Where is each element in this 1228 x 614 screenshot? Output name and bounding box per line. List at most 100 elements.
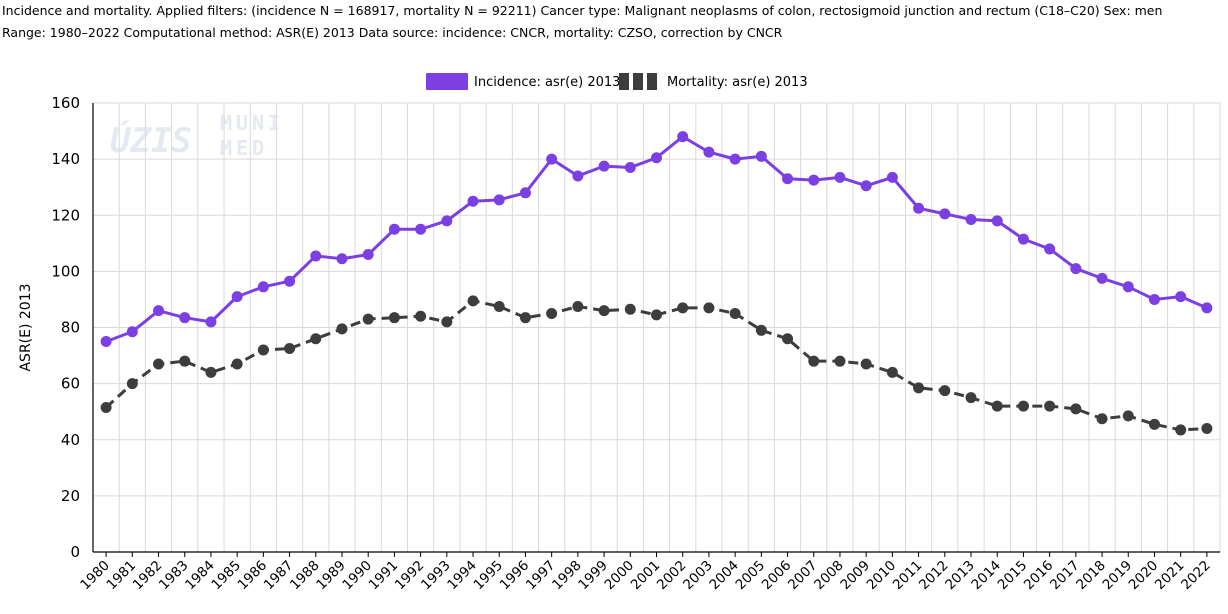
incidence-point[interactable] <box>257 281 269 293</box>
mortality-point[interactable] <box>651 309 662 321</box>
mortality-point[interactable] <box>231 358 243 370</box>
incidence-point[interactable] <box>808 174 820 186</box>
incidence-point[interactable] <box>336 253 348 265</box>
mortality-point[interactable] <box>519 312 531 324</box>
mortality-point[interactable] <box>179 355 191 367</box>
incidence-point[interactable] <box>1096 272 1108 284</box>
incidence-point[interactable] <box>1122 281 1134 293</box>
incidence-point[interactable] <box>126 326 138 338</box>
legend-label: Incidence: asr(e) 2013 <box>474 75 620 90</box>
legend-swatch <box>426 73 468 90</box>
incidence-point[interactable] <box>310 250 322 262</box>
incidence-point[interactable] <box>153 305 165 317</box>
mortality-point[interactable] <box>415 310 427 322</box>
mortality-point[interactable] <box>913 382 925 394</box>
mortality-point[interactable] <box>467 295 479 307</box>
incidence-point[interactable] <box>755 150 767 162</box>
mortality-point[interactable] <box>441 316 453 328</box>
mortality-point[interactable] <box>493 300 505 312</box>
mortality-point[interactable] <box>1201 423 1213 435</box>
mortality-point[interactable] <box>546 307 558 319</box>
series-mortality[interactable] <box>100 295 1213 436</box>
mortality-point[interactable] <box>834 355 846 367</box>
incidence-point[interactable] <box>546 153 558 165</box>
mortality-point[interactable] <box>677 302 689 314</box>
legend[interactable]: Incidence: asr(e) 2013 Mortality: asr(e) … <box>426 73 808 90</box>
incidence-point[interactable] <box>782 173 794 185</box>
incidence-point[interactable] <box>834 171 846 183</box>
mortality-point[interactable] <box>1122 410 1134 422</box>
mortality-point[interactable] <box>755 324 767 336</box>
incidence-point[interactable] <box>729 153 741 165</box>
incidence-point[interactable] <box>415 223 427 235</box>
incidence-point[interactable] <box>1175 291 1187 303</box>
series-incidence[interactable] <box>100 131 1213 348</box>
mortality-point[interactable] <box>257 344 269 356</box>
incidence-point[interactable] <box>991 215 1003 227</box>
incidence-point[interactable] <box>860 180 872 192</box>
mortality-point[interactable] <box>336 323 348 335</box>
incidence-point[interactable] <box>284 275 296 287</box>
mortality-point[interactable] <box>153 358 165 370</box>
incidence-point[interactable] <box>1148 293 1160 305</box>
mortality-point[interactable] <box>598 305 610 317</box>
incidence-point[interactable] <box>1201 302 1213 314</box>
mortality-point[interactable] <box>310 333 322 345</box>
incidence-point[interactable] <box>467 195 479 207</box>
mortality-point[interactable] <box>126 378 138 390</box>
x-tick-label: 2019 <box>1099 558 1135 594</box>
incidence-point[interactable] <box>965 213 977 225</box>
mortality-point[interactable] <box>939 385 951 397</box>
mortality-point[interactable] <box>362 313 374 325</box>
incidence-point[interactable] <box>362 249 374 261</box>
mortality-point[interactable] <box>1044 400 1056 412</box>
x-tick-label: 2021 <box>1152 558 1188 594</box>
incidence-point[interactable] <box>231 291 243 303</box>
mortality-point[interactable] <box>703 302 715 314</box>
mortality-point[interactable] <box>284 343 296 355</box>
incidence-point[interactable] <box>493 194 505 206</box>
incidence-point[interactable] <box>886 171 898 183</box>
mortality-point[interactable] <box>388 312 400 324</box>
mortality-point[interactable] <box>965 392 977 404</box>
incidence-point[interactable] <box>1044 243 1056 255</box>
incidence-point[interactable] <box>179 312 191 324</box>
mortality-point[interactable] <box>782 333 794 345</box>
incidence-point[interactable] <box>100 336 112 348</box>
mortality-point[interactable] <box>1070 403 1082 415</box>
x-tick-label: 1995 <box>470 558 506 594</box>
mortality-point[interactable] <box>1017 400 1029 412</box>
mortality-point[interactable] <box>100 401 112 413</box>
x-tick-label: 1981 <box>104 558 140 594</box>
incidence-point[interactable] <box>651 152 662 164</box>
mortality-point[interactable] <box>1175 424 1187 436</box>
incidence-point[interactable] <box>677 131 689 143</box>
incidence-point[interactable] <box>703 146 715 158</box>
mortality-point[interactable] <box>572 300 584 312</box>
incidence-point[interactable] <box>939 208 951 220</box>
mortality-point[interactable] <box>860 358 872 370</box>
mortality-point[interactable] <box>1148 418 1160 430</box>
incidence-point[interactable] <box>598 160 610 172</box>
x-tick-label: 2002 <box>654 558 690 594</box>
incidence-point[interactable] <box>441 215 453 227</box>
legend-item-incidence[interactable]: Incidence: asr(e) 2013 <box>426 73 620 90</box>
mortality-point[interactable] <box>991 400 1003 412</box>
mortality-point[interactable] <box>808 355 820 367</box>
incidence-point[interactable] <box>1070 263 1082 275</box>
incidence-point[interactable] <box>572 170 584 182</box>
incidence-point[interactable] <box>205 316 217 328</box>
mortality-point[interactable] <box>624 303 636 315</box>
x-tick-label: 2016 <box>1021 558 1057 594</box>
mortality-point[interactable] <box>205 366 217 378</box>
incidence-point[interactable] <box>388 223 400 235</box>
incidence-point[interactable] <box>624 162 636 174</box>
incidence-point[interactable] <box>519 187 531 199</box>
mortality-point[interactable] <box>729 307 741 319</box>
legend-item-mortality[interactable]: Mortality: asr(e) 2013 <box>619 73 808 90</box>
incidence-point[interactable] <box>1017 233 1029 245</box>
mortality-point[interactable] <box>1096 413 1108 425</box>
incidence-point[interactable] <box>913 202 925 214</box>
mortality-point[interactable] <box>886 366 898 378</box>
